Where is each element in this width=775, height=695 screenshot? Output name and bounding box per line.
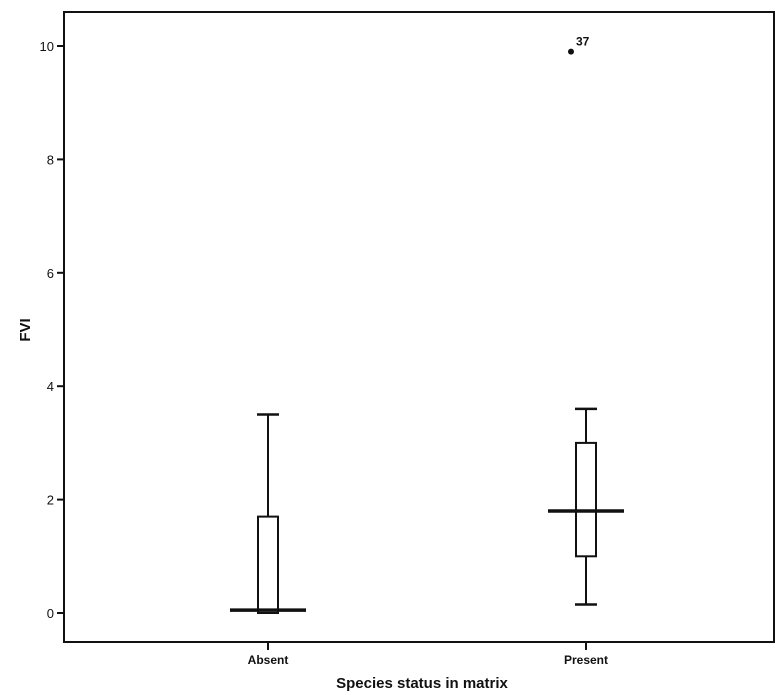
y-tick-label-0: 0 — [47, 606, 54, 621]
box-body-present — [575, 441, 597, 558]
y-tick-label-8: 8 — [47, 152, 54, 167]
x-axis: Absent Present — [248, 642, 608, 667]
x-tick-label-present: Present — [564, 653, 608, 667]
outlier-point-37 — [568, 48, 574, 55]
y-tick-label-2: 2 — [47, 493, 54, 508]
outlier-label-37: 37 — [576, 35, 590, 49]
box-absent — [230, 413, 306, 614]
plot-frame — [63, 11, 775, 643]
y-axis: 0 2 4 6 8 10 — [40, 39, 64, 621]
x-tick-label-absent: Absent — [248, 653, 289, 667]
outlier-series: 37 — [568, 35, 590, 55]
box-series — [230, 407, 624, 614]
y-tick-label-10: 10 — [40, 39, 54, 54]
y-tick-label-6: 6 — [47, 266, 54, 281]
y-axis-title: FVI — [17, 318, 34, 341]
x-axis-title: Species status in matrix — [336, 675, 508, 692]
box-present — [548, 407, 624, 606]
y-tick-label-4: 4 — [47, 379, 54, 394]
box-body-absent — [257, 515, 279, 614]
